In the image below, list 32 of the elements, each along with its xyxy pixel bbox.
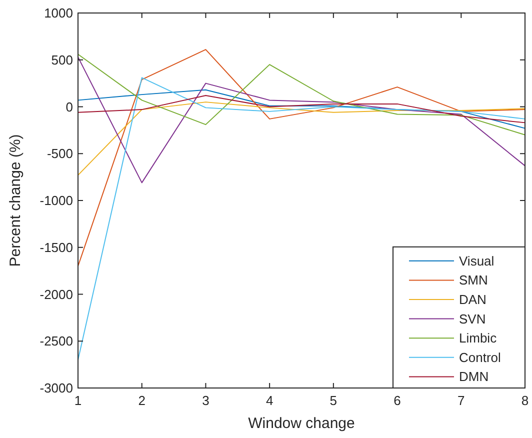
- line-series: [78, 102, 526, 176]
- y-axis-title: Percent change (%): [7, 134, 24, 267]
- line-series: [78, 77, 526, 360]
- x-axis-title: Window change: [248, 415, 355, 432]
- line-series: [78, 56, 526, 184]
- y-tick-label: -3000: [40, 380, 73, 396]
- y-tick-label: -1000: [40, 193, 73, 208]
- x-tick-label: 6: [394, 393, 401, 408]
- y-tick-label: 500: [51, 52, 73, 68]
- line-series: [78, 49, 526, 267]
- y-tick-label: -2500: [40, 334, 73, 349]
- y-tick-label: -500: [46, 146, 73, 162]
- x-tick-label: 2: [138, 393, 146, 408]
- line-series: [78, 95, 526, 124]
- legend-label: DAN: [459, 292, 486, 307]
- x-tick-label: 7: [458, 393, 465, 408]
- x-tick-label: 4: [266, 393, 274, 408]
- y-tick-label: -2000: [40, 286, 73, 302]
- legend-label: Visual: [459, 253, 494, 268]
- y-tick-label: 0: [66, 99, 73, 114]
- legend-label: Limbic: [459, 330, 498, 346]
- legend-label: SMN: [459, 272, 488, 288]
- x-tick-label: 3: [202, 393, 210, 408]
- legend-label: Control: [459, 350, 502, 365]
- y-tick-label: -1500: [40, 240, 73, 255]
- legend-label: SVN: [459, 311, 486, 326]
- x-tick-label: 8: [521, 393, 529, 408]
- x-tick-label: 1: [74, 393, 82, 408]
- y-tick-label: 1000: [44, 6, 73, 20]
- line-series: [78, 54, 526, 136]
- legend-label: DMN: [459, 369, 489, 384]
- x-tick-label: 5: [330, 393, 338, 408]
